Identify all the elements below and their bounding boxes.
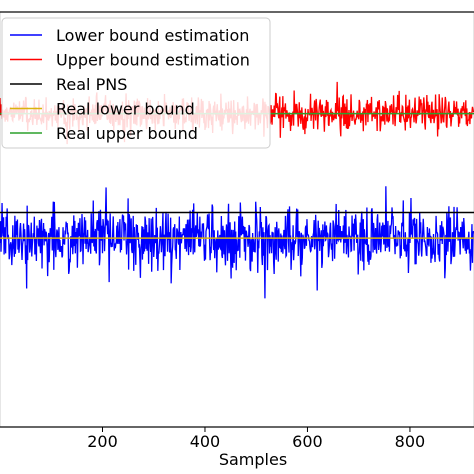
x-axis: 200 400 600 800: [87, 427, 425, 451]
x-tick-label: 800: [395, 432, 426, 451]
x-axis-label: Samples: [219, 450, 287, 469]
legend-entry-label: Real lower bound: [56, 100, 195, 119]
plot-frame: [0, 11, 474, 428]
legend-entry-label: Upper bound estimation: [56, 51, 250, 70]
series-line-lower-bound-estimation: [0, 186, 474, 299]
legend: Lower bound estimation Upper bound estima…: [1, 17, 271, 149]
x-tick-label: 200: [87, 432, 118, 451]
legend-box: [1, 17, 271, 149]
legend-entry-label: Real PNS: [56, 75, 127, 94]
legend-entry-label: Real upper bound: [56, 124, 198, 143]
x-tick-label: 400: [190, 432, 221, 451]
legend-entry-label: Lower bound estimation: [56, 26, 249, 45]
x-tick-label: 600: [292, 432, 323, 451]
